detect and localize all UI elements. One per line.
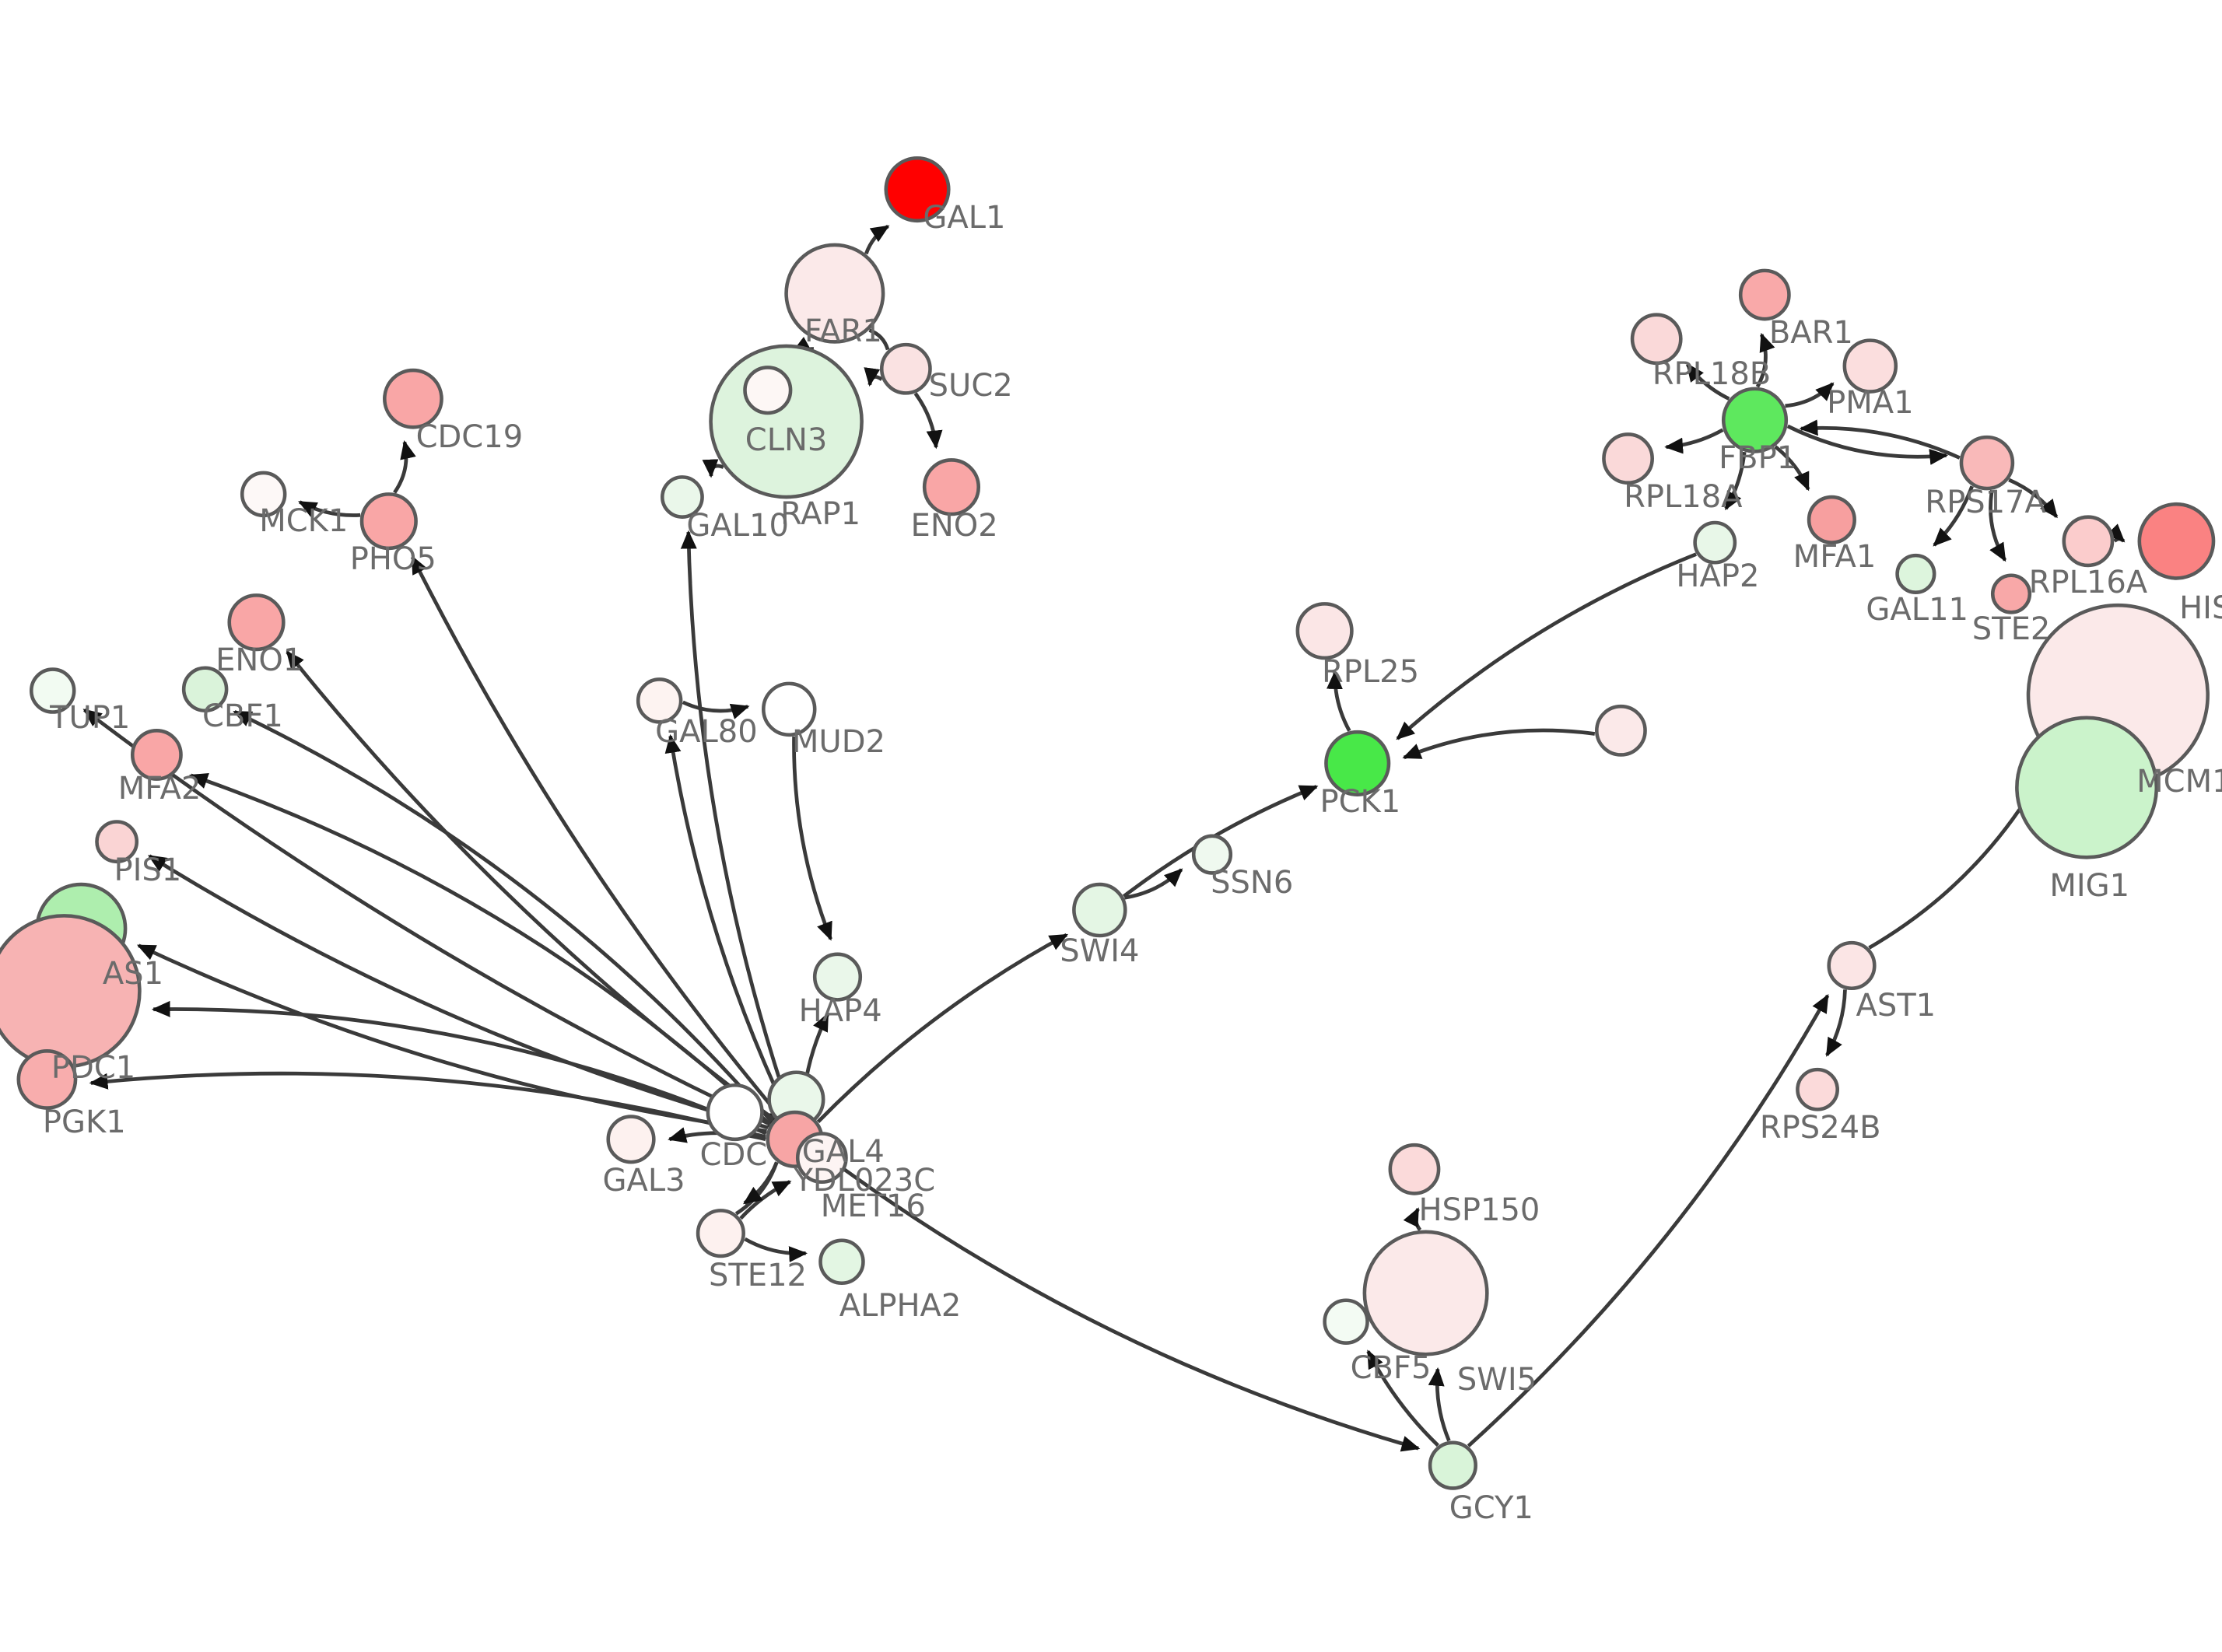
node-cdc19[interactable] [383, 368, 443, 429]
edge-fbp1-to-rpl18a [1664, 428, 1724, 454]
edge-suc2-to-eno2 [913, 392, 943, 450]
edge-pho5-to-cdc19 [393, 440, 416, 494]
edge-ste12-to-met16 [739, 1180, 792, 1220]
edge-gal4-to-gal80 [664, 734, 788, 1112]
node-mfa1[interactable] [1807, 495, 1856, 544]
node-cln3[interactable] [709, 344, 864, 499]
node-rap1[interactable] [743, 366, 793, 415]
node-rpl25[interactable] [1295, 602, 1354, 660]
edge-gcy1-to-cbf5 [1366, 1349, 1439, 1447]
edge-swi4-to-ssn6 [1124, 868, 1183, 900]
node-rps17a[interactable] [1959, 435, 2015, 491]
node-gcy1[interactable] [1428, 1440, 1477, 1490]
node-gal10[interactable] [661, 475, 704, 519]
edge-gcy1-to-ast1 [1467, 994, 1830, 1447]
node-mud2[interactable] [762, 681, 817, 737]
node-met16[interactable] [795, 1132, 848, 1185]
edge-fbp1-to-hap2 [1724, 451, 1747, 511]
node-ast1[interactable] [1827, 940, 1877, 991]
node-mig1[interactable] [2015, 716, 2159, 859]
edge-fbp1-to-pma1 [1785, 382, 1835, 408]
node-hsp150[interactable] [1388, 1143, 1441, 1195]
edge-gal4-to-pis1 [148, 854, 769, 1130]
edge-gcy1-to-swi5 [1428, 1367, 1451, 1442]
node-rps24b[interactable] [1796, 1067, 1839, 1111]
edge-gal4-to-eno1 [286, 650, 775, 1121]
edge-pho5-to-mck1 [298, 500, 361, 517]
node-gal80[interactable] [636, 677, 683, 724]
node-pdc1[interactable] [0, 914, 142, 1069]
node-swi5[interactable] [1362, 1230, 1489, 1356]
edge-fbp1-to-rpl18b [1685, 362, 1730, 401]
edge-gal4-to-pdc1 [151, 1000, 767, 1136]
node-ste2[interactable] [1990, 573, 2032, 614]
node-gal1[interactable] [884, 156, 951, 223]
node-ssn6[interactable] [1191, 834, 1233, 875]
node-suc2[interactable] [879, 342, 932, 395]
edge-gal4-to-ste12 [743, 1161, 779, 1205]
edge-cln3-to-gal10 [702, 459, 724, 478]
edge-hap2-to-pck1 [1396, 552, 1697, 740]
edge-gal80-to-mud2 [682, 700, 750, 719]
edge-fbp1-to-bar1 [1755, 332, 1775, 388]
node-eno1[interactable] [227, 593, 286, 652]
node-layer [0, 156, 2216, 1490]
node-his4[interactable] [2137, 502, 2216, 580]
node-mck1[interactable] [240, 471, 287, 518]
edge-gal4-to-cbf1 [233, 709, 773, 1123]
node-gal3[interactable] [606, 1115, 656, 1164]
edge-gal4-to-gal10 [680, 530, 792, 1111]
node-cbf5[interactable] [1323, 1298, 1369, 1345]
node-tup1[interactable] [29, 667, 76, 714]
node-alpha2[interactable] [818, 1238, 865, 1286]
node-gal11[interactable] [1895, 553, 1936, 594]
node-hap2[interactable] [1693, 520, 1737, 565]
edge-ste12-to-gal4 [734, 1161, 779, 1216]
edge-rpl25b-to-pck1 [1402, 728, 1596, 760]
edge-gal4-to-tup1 [82, 708, 771, 1126]
edge-swi5-to-hsp150 [1403, 1207, 1422, 1231]
edge-gal4-to-gcy1 [819, 1150, 1421, 1452]
edge-mud2-to-hap4 [792, 736, 832, 941]
edge-fbp1-to-mfa1 [1774, 445, 1810, 492]
node-pck1[interactable] [1324, 730, 1391, 797]
node-cbf1[interactable] [181, 666, 229, 712]
node-bar1[interactable] [1738, 268, 1791, 321]
edge-pck1-to-rpl25 [1326, 670, 1351, 732]
node-pma1[interactable] [1842, 338, 1898, 394]
node-rpl16a[interactable] [2062, 515, 2115, 568]
edge-ast1-to-rps24b [1825, 989, 1847, 1057]
edge-gal4-to-swi4 [816, 933, 1069, 1123]
edge-ste12-to-alpha2 [744, 1237, 808, 1262]
node-pis1[interactable] [95, 820, 139, 864]
node-far1[interactable] [784, 243, 885, 344]
edge-rpl16a-to-his4 [2106, 523, 2126, 543]
edge-far1-to-suc2 [868, 328, 890, 351]
node-rpl18a[interactable] [1602, 432, 1654, 485]
node-rpl25b[interactable] [1595, 704, 1647, 757]
edge-gal4-to-pgk1 [89, 1071, 766, 1139]
node-pgk1[interactable] [16, 1049, 78, 1110]
edge-suc2-to-cln3 [864, 367, 883, 387]
node-hap4[interactable] [812, 952, 863, 1002]
node-fbp1[interactable] [1721, 387, 1789, 453]
edge-rps17a-to-fbp1 [1799, 419, 1961, 460]
edge-far1-to-gal1 [864, 224, 890, 255]
edge-layer [82, 224, 2126, 1452]
node-rpl18b[interactable] [1630, 313, 1683, 366]
node-pho5[interactable] [359, 492, 418, 551]
node-eno2[interactable] [922, 458, 981, 516]
node-ste12[interactable] [696, 1209, 745, 1258]
edge-gal4-to-pho5 [410, 555, 780, 1116]
edge-rps17a-to-gal11 [1933, 485, 1974, 547]
node-cdc[interactable] [706, 1083, 764, 1142]
node-mfa2[interactable] [130, 729, 183, 781]
node-swi4[interactable] [1072, 882, 1127, 938]
edge-rps17a-to-rpl16a [2008, 478, 2059, 519]
edge-rps17a-to-ste2 [1989, 489, 2007, 562]
